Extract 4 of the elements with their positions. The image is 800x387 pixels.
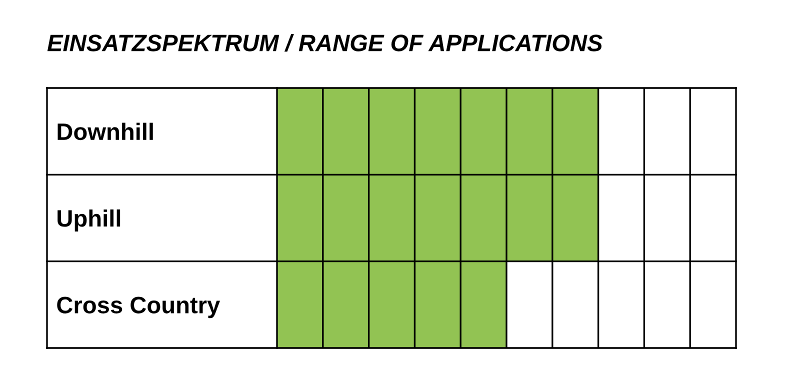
- chart-title: EINSATZSPEKTRUM / RANGE OF APPLICATIONS: [47, 34, 603, 52]
- y-tick-label: Downhill: [58, 122, 153, 140]
- y-tick-label: Uphill: [58, 209, 120, 232]
- y-tick-label: Cross Country: [57, 296, 220, 318]
